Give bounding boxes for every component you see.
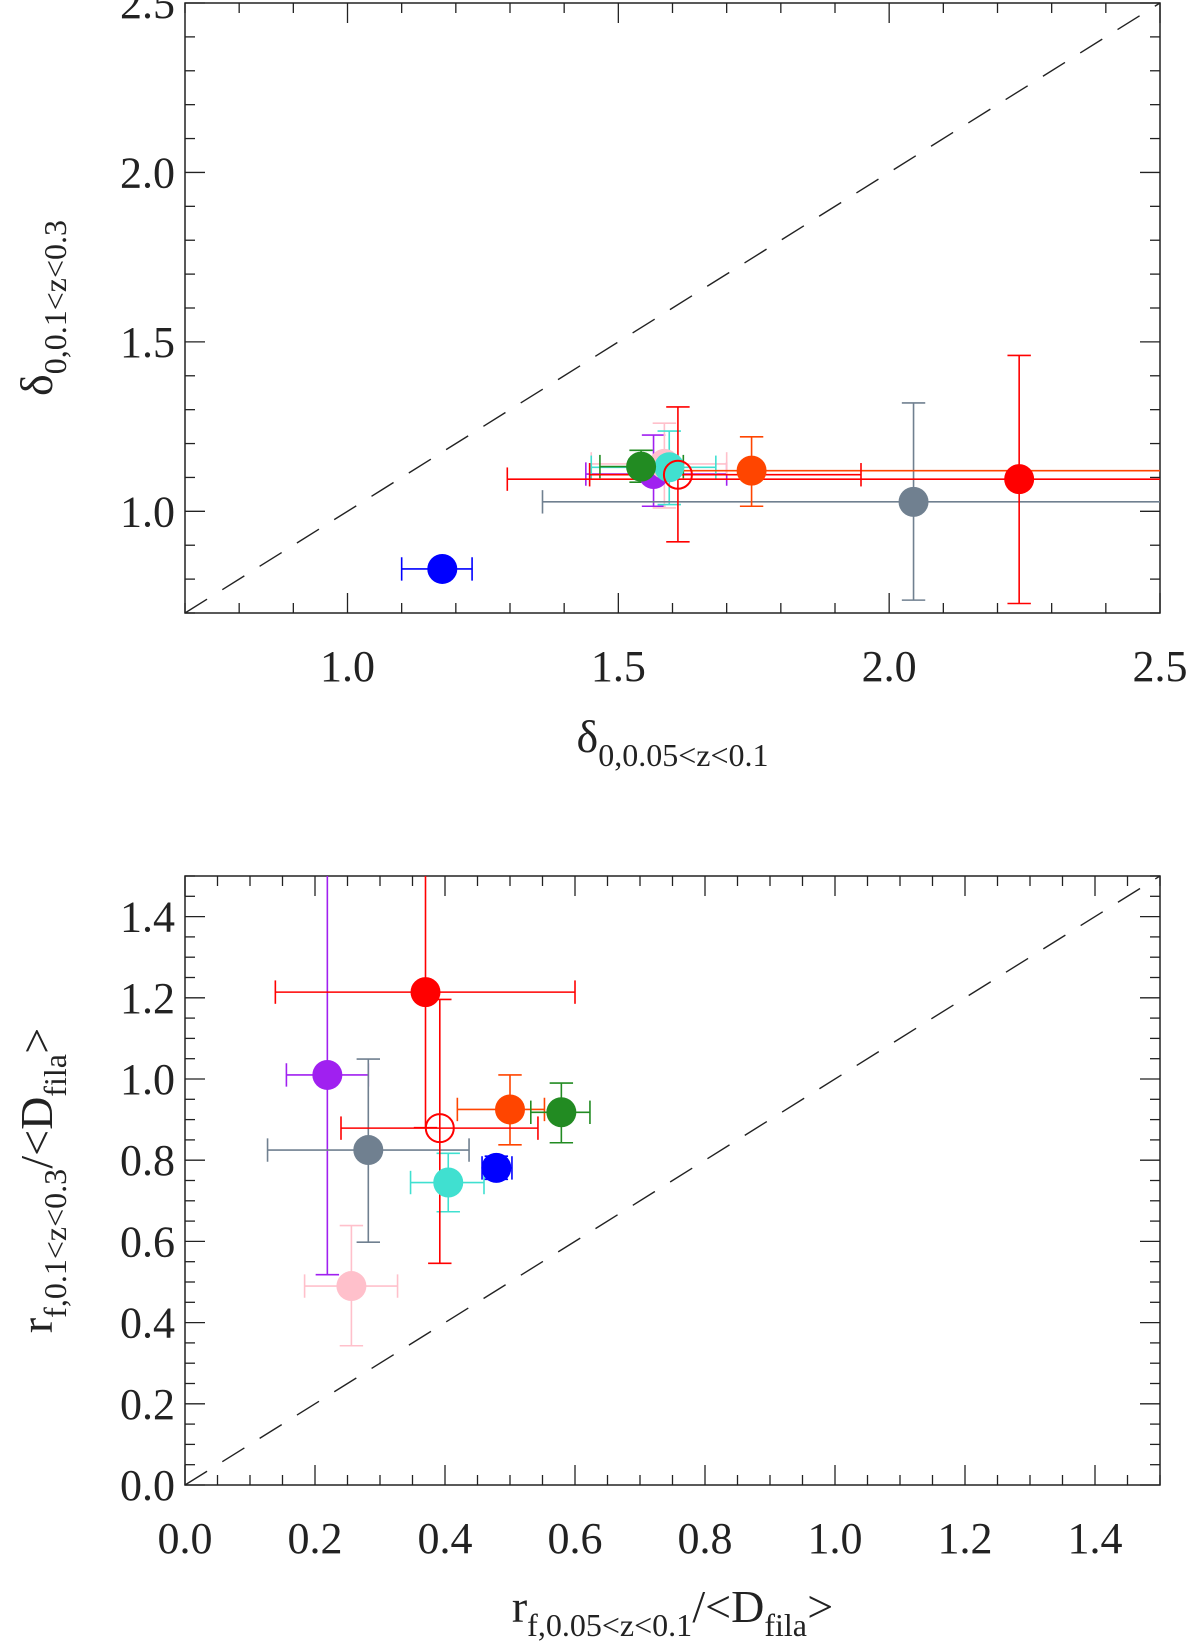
data-point-open — [662, 459, 693, 490]
x-axis-label-segment: fila — [764, 1607, 807, 1643]
x-tick-label: 1.5 — [591, 642, 646, 691]
x-axis-label-segment: δ — [577, 711, 599, 762]
x-tick-label: 1.0 — [808, 1514, 863, 1563]
y-tick-label: 1.5 — [120, 318, 175, 367]
one-to-one-dashed-line — [185, 3, 1160, 613]
x-tick-label: 0.4 — [418, 1514, 473, 1563]
y-tick-label: 1.2 — [120, 974, 175, 1023]
data-points — [266, 876, 591, 1347]
data-point — [433, 1167, 464, 1198]
y-tick-label: 1.0 — [120, 1055, 175, 1104]
y-axis-label-segment: r — [11, 1318, 62, 1333]
one-to-one-dashed-line — [185, 876, 1160, 1485]
data-point — [427, 553, 458, 584]
data-point — [654, 452, 685, 483]
y-tick-label: 2.0 — [120, 148, 175, 197]
data-point — [312, 1059, 343, 1090]
y-tick-label: 0.0 — [120, 1461, 175, 1510]
x-tick-label: 2.5 — [1133, 642, 1188, 691]
data-points — [400, 354, 1160, 605]
y-axis-label-segment: f,0.1<z<0.3 — [37, 1169, 73, 1318]
data-point — [1004, 464, 1035, 495]
x-tick-label: 1.0 — [320, 642, 375, 691]
error-bar — [285, 876, 370, 1276]
error-bar — [506, 354, 1160, 605]
y-tick-label: 2.5 — [120, 0, 175, 28]
data-point — [410, 977, 441, 1008]
y-axis-label-segment: δ — [11, 374, 62, 396]
x-axis-label: δ0,0.05<z<0.1 — [577, 711, 769, 773]
y-axis-label: rf,0.1<z<0.3 /<Dfila > — [11, 1028, 73, 1333]
y-tick-label: 1.4 — [120, 893, 175, 942]
top-scatter-panel: 1.0 1.5 2.0 2.51.01.52.02.5δ0,0.05<z<0.1 δ0… — [11, 0, 1188, 773]
data-point — [898, 486, 929, 517]
y-tick-label: 0.8 — [120, 1136, 175, 1185]
y-tick-label: 0.2 — [120, 1380, 175, 1429]
x-axis-label-segment: r — [512, 1581, 527, 1632]
y-axis-label-segment: 0,0.1<z<0.3 — [37, 220, 73, 374]
error-bar — [541, 402, 1160, 601]
y-axis-label-segment: /<D — [11, 1097, 62, 1169]
y-tick-label: 0.4 — [120, 1299, 175, 1348]
x-tick-label: 0.8 — [678, 1514, 733, 1563]
data-point — [481, 1152, 512, 1183]
data-point — [336, 1271, 367, 1302]
y-axis-label-segment: fila — [37, 1054, 73, 1097]
x-axis-label-segment: /<D — [692, 1581, 764, 1632]
y-axis-label: δ0,0.1<z<0.3 — [11, 220, 73, 396]
x-axis-label-segment: f,0.05<z<0.1 — [527, 1607, 692, 1643]
x-tick-label: 0.6 — [548, 1514, 603, 1563]
y-tick-label: 1.0 — [120, 487, 175, 536]
data-point — [495, 1094, 525, 1125]
x-axis-label-segment: > — [807, 1581, 833, 1632]
x-axis-label: rf,0.05<z<0.1 /<Dfila > — [512, 1581, 833, 1643]
y-tick-label: 0.6 — [120, 1217, 175, 1266]
x-tick-label: 0.2 — [288, 1514, 343, 1563]
data-point — [736, 455, 767, 486]
data-point — [353, 1135, 384, 1166]
bottom-scatter-panel: 0.0 0.2 0.4 0.6 0.8 1.0 1.2 1.4 0.0 0.2 0.4 0.6 0.8 1… — [11, 875, 1161, 1643]
error-bar — [340, 998, 539, 1265]
data-point — [626, 451, 657, 482]
data-point-open — [424, 1113, 455, 1144]
x-tick-label: 2.0 — [862, 642, 917, 691]
x-tick-label: 1.2 — [938, 1514, 993, 1563]
x-tick-label: 1.4 — [1068, 1514, 1123, 1563]
data-point — [546, 1097, 577, 1128]
y-axis-label-segment: > — [11, 1028, 62, 1054]
x-axis-label-segment: 0,0.05<z<0.1 — [598, 737, 768, 773]
x-tick-label: 0.0 — [158, 1514, 213, 1563]
